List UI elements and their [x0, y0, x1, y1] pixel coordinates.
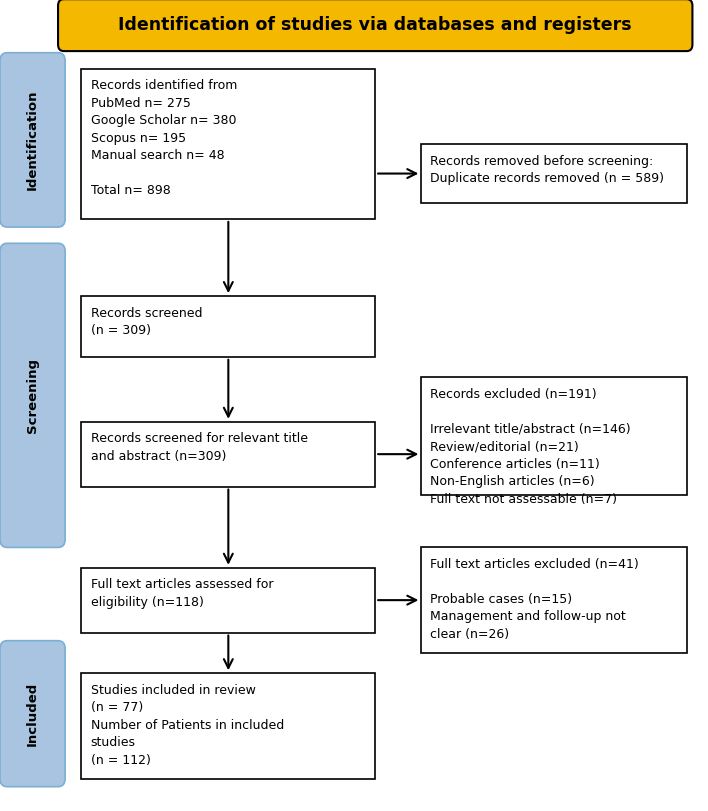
Text: Identification: Identification: [26, 90, 39, 190]
Text: Records identified from
PubMed n= 275
Google Scholar n= 380
Scopus n= 195
Manual: Records identified from PubMed n= 275 Go…: [91, 79, 237, 197]
FancyBboxPatch shape: [421, 144, 687, 203]
Text: Records excluded (n=191)

Irrelevant title/abstract (n=146)
Review/editorial (n=: Records excluded (n=191) Irrelevant titl…: [430, 388, 631, 505]
Text: Included: Included: [26, 681, 39, 746]
FancyBboxPatch shape: [58, 0, 692, 51]
FancyBboxPatch shape: [0, 641, 65, 787]
FancyBboxPatch shape: [0, 53, 65, 227]
Text: Records removed before screening:
Duplicate records removed (n = 589): Records removed before screening: Duplic…: [430, 155, 665, 186]
FancyBboxPatch shape: [81, 69, 375, 219]
FancyBboxPatch shape: [81, 673, 375, 779]
FancyBboxPatch shape: [81, 422, 375, 487]
Text: Studies included in review
(n = 77)
Number of Patients in included
studies
(n = : Studies included in review (n = 77) Numb…: [91, 684, 284, 766]
FancyBboxPatch shape: [81, 568, 375, 633]
Text: Full text articles assessed for
eligibility (n=118): Full text articles assessed for eligibil…: [91, 578, 273, 609]
Text: Full text articles excluded (n=41)

Probable cases (n=15)
Management and follow-: Full text articles excluded (n=41) Proba…: [430, 558, 639, 641]
Text: Records screened
(n = 309): Records screened (n = 309): [91, 307, 202, 337]
Text: Screening: Screening: [26, 358, 39, 433]
FancyBboxPatch shape: [0, 243, 65, 547]
FancyBboxPatch shape: [421, 547, 687, 653]
Text: Records screened for relevant title
and abstract (n=309): Records screened for relevant title and …: [91, 432, 307, 463]
Text: Identification of studies via databases and registers: Identification of studies via databases …: [118, 16, 632, 34]
FancyBboxPatch shape: [421, 377, 687, 495]
FancyBboxPatch shape: [81, 296, 375, 357]
